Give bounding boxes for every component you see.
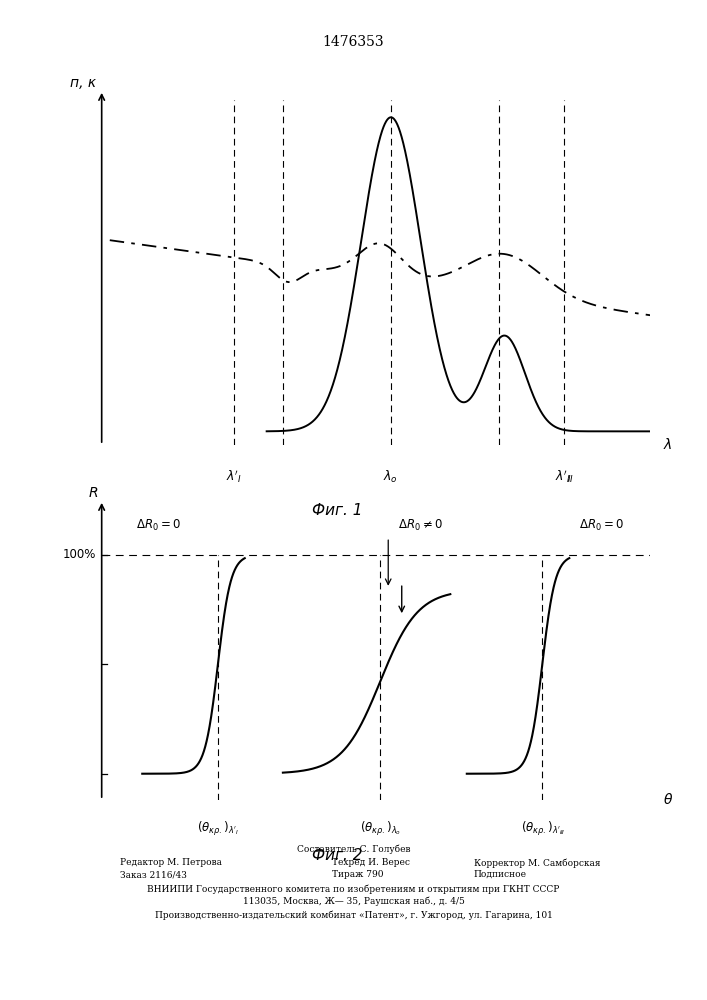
Text: $(\theta_{\kappa\rho.})_{\lambda'_I}$: $(\theta_{\kappa\rho.})_{\lambda'_I}$ (197, 820, 239, 838)
Text: Заказ 2116/43: Заказ 2116/43 (120, 870, 187, 879)
Text: Производственно-издательский комбинат «Патент», г. Ужгород, ул. Гагарина, 101: Производственно-издательский комбинат «П… (155, 910, 552, 920)
Text: 1476353: 1476353 (322, 35, 385, 49)
Text: Составитель С. Голубев: Составитель С. Голубев (297, 845, 410, 854)
Text: $\Delta R_0=0$: $\Delta R_0=0$ (136, 518, 181, 533)
Text: п, κ: п, κ (70, 76, 96, 90)
Text: $\lambda'_{I\!I\!I}$: $\lambda'_{I\!I\!I}$ (555, 469, 573, 485)
Text: $\Delta R_0\neq 0$: $\Delta R_0\neq 0$ (398, 518, 443, 533)
Text: R: R (88, 486, 98, 500)
Text: $\lambda'_I$: $\lambda'_I$ (226, 469, 243, 485)
Text: Фиг. 1: Фиг. 1 (312, 503, 362, 518)
Text: $(\theta_{\kappa\rho.})_{\lambda_o}$: $(\theta_{\kappa\rho.})_{\lambda_o}$ (359, 820, 401, 838)
Text: Редактор М. Петрова: Редактор М. Петрова (120, 858, 222, 867)
Text: Корректор М. Самборская: Корректор М. Самборская (474, 858, 600, 867)
Text: $(\theta_{\kappa\rho.})_{\lambda'_{I\!I\!I}}$: $(\theta_{\kappa\rho.})_{\lambda'_{I\!I\… (520, 820, 564, 838)
Text: Тираж 790: Тираж 790 (332, 870, 384, 879)
Text: 100%: 100% (63, 548, 96, 561)
Text: $\Delta R_0=0$: $\Delta R_0=0$ (579, 518, 624, 533)
Text: Техред И. Верес: Техред И. Верес (332, 858, 410, 867)
Text: θ: θ (664, 793, 672, 807)
Text: ВНИИПИ Государственного комитета по изобретениям и открытиям при ГКНТ СССР: ВНИИПИ Государственного комитета по изоб… (147, 884, 560, 894)
Text: $\lambda_o$: $\lambda_o$ (383, 469, 398, 485)
Text: Подписное: Подписное (474, 870, 527, 879)
Text: 113035, Москва, Ж— 35, Раушская наб., д. 4/5: 113035, Москва, Ж— 35, Раушская наб., д.… (243, 897, 464, 906)
Text: Фиг. 2: Фиг. 2 (312, 848, 362, 863)
Text: λ: λ (664, 438, 672, 452)
